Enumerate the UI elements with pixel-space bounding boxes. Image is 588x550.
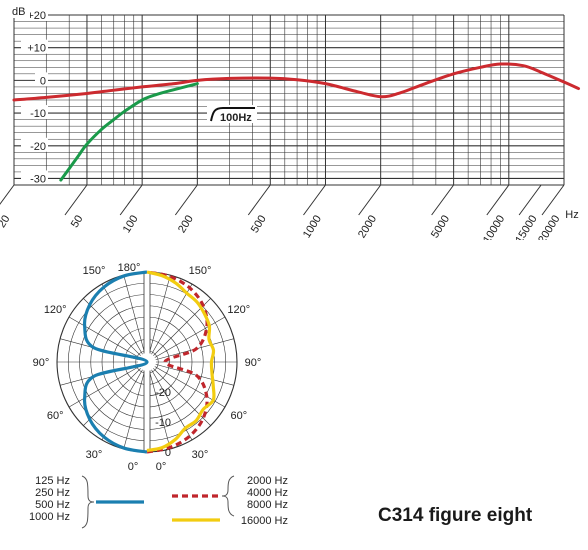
polar-spoke xyxy=(68,361,148,408)
angle-label-right: 90° xyxy=(245,357,262,369)
highpass-filter-icon xyxy=(210,107,255,122)
angle-label-left: 60° xyxy=(47,410,64,422)
polar-series-1 xyxy=(146,270,209,454)
y-tick-label-bg xyxy=(35,72,48,87)
legend-label-group-1: 1000 Hz xyxy=(29,511,70,523)
x-tick-mark xyxy=(119,184,143,216)
series-line-0 xyxy=(12,62,581,102)
polar-spoke xyxy=(83,361,148,426)
angle-label-left: 120° xyxy=(44,304,67,316)
x-tick-label: 500 xyxy=(249,213,269,235)
legend-label-group-2: 4000 Hz xyxy=(247,487,288,499)
y-tick-label-bg xyxy=(21,137,48,152)
polar-spoke xyxy=(68,316,148,363)
polar-spoke xyxy=(146,338,235,363)
legend-label-group-3: 16000 Hz xyxy=(241,515,288,527)
x-tick-mark xyxy=(0,184,15,205)
x-tick-mark xyxy=(431,184,455,216)
x-tick-label: 200 xyxy=(176,213,196,235)
polar-spoke xyxy=(123,361,148,450)
angle-label-left: 150° xyxy=(83,265,106,277)
y-tick-label: 0 xyxy=(40,75,46,87)
x-tick-mark xyxy=(486,184,510,216)
legend-label-group-2: 2000 Hz xyxy=(247,475,288,487)
polar-spoke xyxy=(146,361,171,450)
x-tick-label: 2000 xyxy=(356,213,379,240)
x-tick-label: 5000 xyxy=(429,213,452,240)
x-tick-label: 50 xyxy=(69,213,86,230)
legend-brace-right xyxy=(221,475,235,517)
y-tick-label-bg xyxy=(21,39,48,54)
x-axis-label: Hz xyxy=(565,209,578,221)
polar-series-2 xyxy=(146,270,216,453)
angle-label-right: 30° xyxy=(192,449,209,461)
polar-spoke xyxy=(83,298,148,363)
x-tick-mark xyxy=(303,184,326,216)
angle-label-right: 150° xyxy=(189,265,212,277)
angle-label-right: 60° xyxy=(230,410,247,422)
x-tick-label: 20000 xyxy=(536,213,562,240)
x-tick-mark xyxy=(247,184,271,216)
angle-label-right: 0° xyxy=(156,461,167,473)
y-tick-label: +20 xyxy=(27,10,46,22)
radial-tick-label: 0 xyxy=(165,447,171,459)
y-tick-label: -10 xyxy=(30,108,46,120)
polar-series-0 xyxy=(82,270,149,454)
angle-label-left: 180° xyxy=(118,262,141,274)
y-tick-label: -30 xyxy=(30,173,46,185)
polar-spoke xyxy=(101,283,148,363)
radial-tick-label: -20 xyxy=(155,387,171,399)
model-title: C314 figure eight xyxy=(378,505,533,526)
series-line-1 xyxy=(59,82,199,182)
angle-label-right: 120° xyxy=(227,304,250,316)
x-tick-mark xyxy=(174,184,198,216)
x-tick-label: 100 xyxy=(121,213,141,235)
polar-spoke xyxy=(123,274,148,363)
y-tick-label: +10 xyxy=(27,43,46,55)
legend-brace-left xyxy=(81,475,95,529)
x-tick-label: 15000 xyxy=(513,213,539,240)
x-tick-mark xyxy=(64,184,88,216)
x-tick-mark xyxy=(541,184,565,216)
polar-spoke xyxy=(146,316,226,363)
annotation-label: 100Hz xyxy=(220,112,252,124)
polar-spoke xyxy=(146,274,171,363)
frequency-response-chart: +20 +10 0 -10 -20 -30 dB 20 50 100 200 500 1000 2000 5… xyxy=(0,4,581,240)
annotation-bg xyxy=(207,105,257,123)
legend-label-group-1: 125 Hz xyxy=(35,475,70,487)
x-tick-label: 10000 xyxy=(481,213,507,240)
y-axis-label: dB xyxy=(12,6,25,18)
radial-tick-label: -10 xyxy=(155,417,171,429)
y-tick-label-bg xyxy=(21,170,48,185)
y-tick-label: -20 xyxy=(30,141,46,153)
x-tick-label: 20 xyxy=(0,213,13,230)
polar-spoke xyxy=(146,283,193,363)
legend-label-group-1: 250 Hz xyxy=(35,487,70,499)
x-tick-mark xyxy=(518,184,542,216)
polar-pattern-chart: 180° 150° 120° 90° 60° 30° 0° 150° 120° 90° 60° 30°… xyxy=(29,262,288,529)
angle-label-left: 30° xyxy=(86,449,103,461)
angle-label-left: 0° xyxy=(128,461,139,473)
x-tick-mark xyxy=(358,184,382,216)
x-tick-label: 1000 xyxy=(301,213,324,240)
legend-label-group-1: 500 Hz xyxy=(35,499,70,511)
polar-spoke xyxy=(101,361,148,441)
y-axis-label-bg xyxy=(10,4,30,18)
angle-label-left: 90° xyxy=(33,357,50,369)
legend-label-group-2: 8000 Hz xyxy=(247,499,288,511)
y-tick-label-bg xyxy=(21,105,48,120)
